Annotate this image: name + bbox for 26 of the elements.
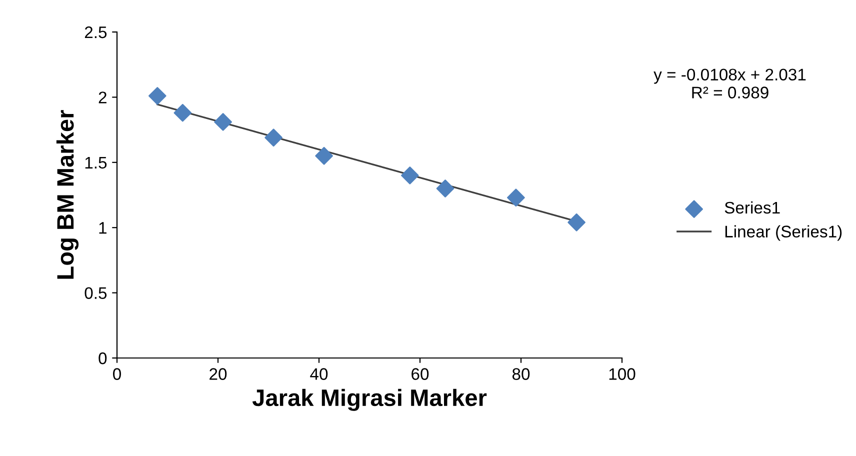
y-tick-label: 0.5 — [84, 287, 107, 300]
point — [400, 166, 419, 184]
x-tick-label: 100 — [609, 368, 636, 380]
point — [148, 86, 166, 105]
y-axis-title: Log BM Marker — [56, 110, 79, 279]
point — [174, 104, 192, 122]
text: y = -0.0108x + 2.031 R² = 0.989 — [654, 68, 806, 98]
y-tick-label: 1 — [99, 222, 106, 234]
x-tick-label: 20 — [210, 368, 227, 380]
x-axis-title: Jarak Migrasi Marker — [252, 388, 487, 411]
point — [507, 188, 525, 207]
y-tick-label: 0 — [98, 352, 107, 364]
x-tick-label: 80 — [512, 368, 530, 380]
y-tick-label: 2.5 — [84, 26, 107, 38]
y-tick-label: 1.5 — [85, 156, 107, 169]
point — [264, 128, 282, 147]
legend-label: Linear (Series1) — [725, 225, 842, 241]
point — [214, 113, 232, 131]
point — [568, 213, 586, 232]
x-tick-label: 40 — [310, 368, 328, 380]
x-tick-label: 60 — [412, 368, 429, 380]
point — [436, 180, 454, 198]
x-tick-label: 0 — [113, 368, 121, 380]
point — [315, 146, 333, 165]
legend-label: Series1 — [724, 201, 780, 214]
y-tick-label: 2 — [98, 92, 106, 104]
